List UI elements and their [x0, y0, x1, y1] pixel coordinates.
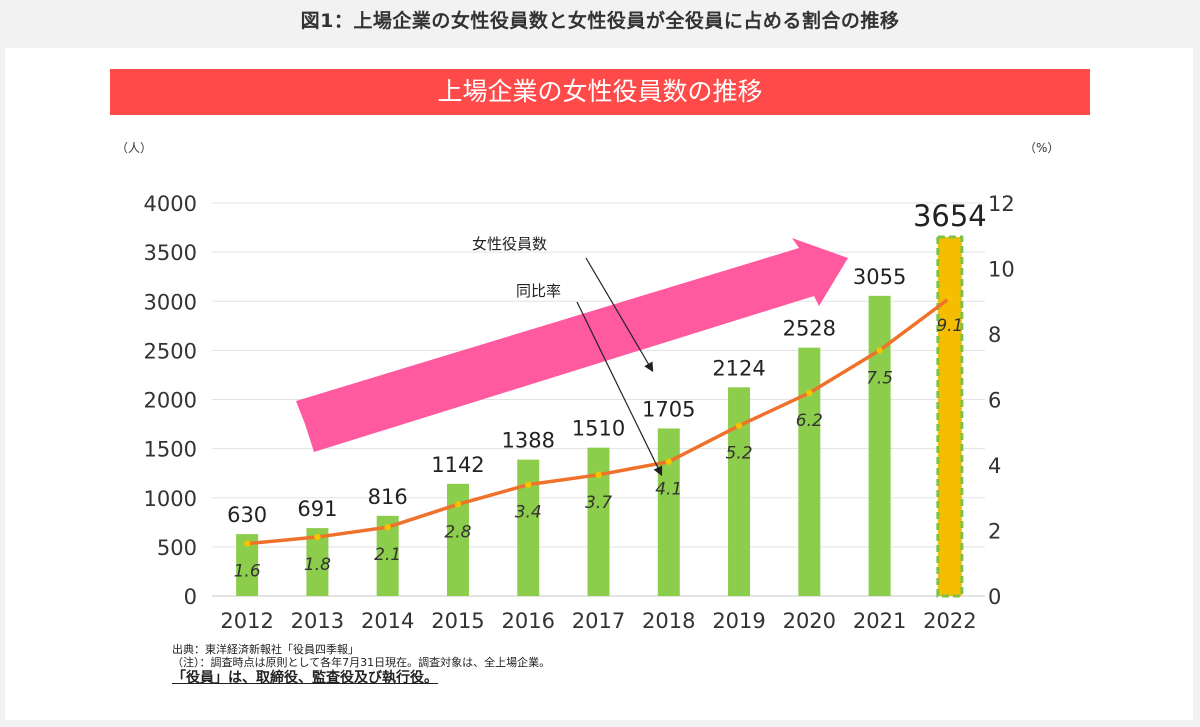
note-definition: 「役員」は、取締役、監査役及び執行役。 [172, 670, 438, 686]
y-left-tick-label: 3500 [144, 241, 197, 265]
bar-value-label: 691 [297, 497, 337, 521]
bar [306, 528, 329, 596]
bar [236, 534, 259, 596]
x-tick-label: 2019 [712, 609, 765, 633]
ratio-marker [525, 481, 532, 488]
bar [798, 347, 821, 596]
bar-value-label: 3055 [853, 265, 906, 289]
y-left-tick-label: 0 [184, 585, 197, 609]
bar-value-label: 3654 [913, 199, 987, 233]
bar-value-label: 2528 [783, 317, 836, 341]
ratio-value-label: 4.1 [655, 480, 682, 500]
bar-highlight [936, 235, 964, 598]
annotation-pointer-line [576, 301, 663, 477]
source-notes: 出典：東洋経済新報社「役員四季報」 （注）：調査時点は原則として各年7月31日現… [172, 643, 550, 687]
annotation-bar-series: 女性役員数 [472, 235, 547, 253]
bar-value-label: 630 [227, 503, 267, 527]
ratio-value-label: 3.4 [515, 503, 542, 523]
x-tick-label: 2021 [853, 609, 906, 633]
y-right-tick-label: 2 [988, 520, 1001, 544]
bar-value-label: 1142 [431, 453, 484, 477]
ratio-marker [735, 422, 743, 429]
bar [587, 447, 610, 596]
y-left-tick-label: 500 [157, 536, 197, 560]
bar-value-label: 1388 [502, 429, 555, 453]
y-left-tick-label: 1500 [144, 438, 197, 462]
y-right-tick-label: 0 [988, 585, 1001, 609]
bar-value-label: 1705 [642, 397, 695, 421]
x-tick-label: 2016 [502, 609, 555, 633]
bar-value-label: 1510 [572, 417, 625, 441]
ratio-marker [243, 540, 251, 547]
ratio-value-label: 7.5 [866, 368, 893, 388]
y-right-tick-label: 10 [988, 258, 1015, 282]
ratio-value-label: 5.2 [726, 444, 753, 464]
figure-caption: 図1：上場企業の女性役員数と女性役員が全役員に占める割合の推移 [300, 10, 900, 32]
y-left-tick-label: 1000 [144, 487, 197, 511]
note-source: 出典：東洋経済新報社「役員四季報」 [172, 643, 359, 656]
chart-banner-title: 上場企業の女性役員数の推移 [110, 69, 1090, 115]
y-left-tick-label: 3000 [144, 290, 197, 314]
trend-arrow [296, 238, 848, 452]
ratio-marker [314, 533, 321, 541]
y-left-tick-label: 4000 [144, 192, 197, 216]
bar-value-label: 2124 [712, 356, 765, 380]
y-right-tick-label: 12 [988, 192, 1015, 216]
ratio-marker [665, 458, 672, 465]
ratio-value-label: 3.7 [585, 493, 612, 513]
bar [657, 428, 680, 596]
ratio-marker [806, 389, 813, 397]
y-right-tick-label: 8 [988, 323, 1001, 347]
ratio-marker [384, 524, 391, 531]
bar [517, 459, 540, 596]
bar [868, 295, 891, 596]
bar [446, 483, 469, 596]
ratio-marker [454, 501, 462, 508]
y-left-tick-label: 2000 [144, 389, 197, 413]
ratio-marker [876, 347, 883, 354]
chart-panel [5, 48, 1193, 720]
x-tick-label: 2017 [572, 609, 625, 633]
bar-value-label: 816 [368, 485, 408, 509]
y-right-tick-label: 6 [988, 389, 1001, 413]
ratio-value-label: 6.2 [796, 411, 823, 431]
y-right-tick-label: 4 [988, 454, 1001, 478]
y-left-unit: （人） [116, 141, 152, 155]
ratio-value-label: 1.8 [304, 555, 331, 575]
y-left-tick-label: 2500 [144, 339, 197, 363]
x-tick-label: 2015 [431, 609, 484, 633]
ratio-value-label: 1.6 [234, 562, 261, 582]
bar [376, 515, 399, 596]
bar [728, 387, 751, 596]
x-tick-label: 2018 [642, 609, 695, 633]
annotation-line-series: 同比率 [516, 282, 561, 300]
ratio-value-label: 2.8 [444, 522, 471, 542]
x-tick-label: 2012 [220, 609, 273, 633]
ratio-value-label: 2.1 [374, 545, 401, 565]
x-tick-label: 2013 [291, 609, 344, 633]
ratio-marker [946, 294, 954, 302]
x-tick-label: 2022 [923, 609, 976, 633]
x-tick-label: 2020 [783, 609, 836, 633]
ratio-value-label: 9.1 [936, 316, 963, 336]
annotation-pointer-bar [585, 257, 654, 373]
x-tick-label: 2014 [361, 609, 414, 633]
ratio-marker [595, 471, 602, 479]
note-survey: （注）：調査時点は原則として各年7月31日現在。調査対象は、全上場企業。 [172, 656, 551, 669]
y-right-unit: （%） [1024, 141, 1059, 155]
